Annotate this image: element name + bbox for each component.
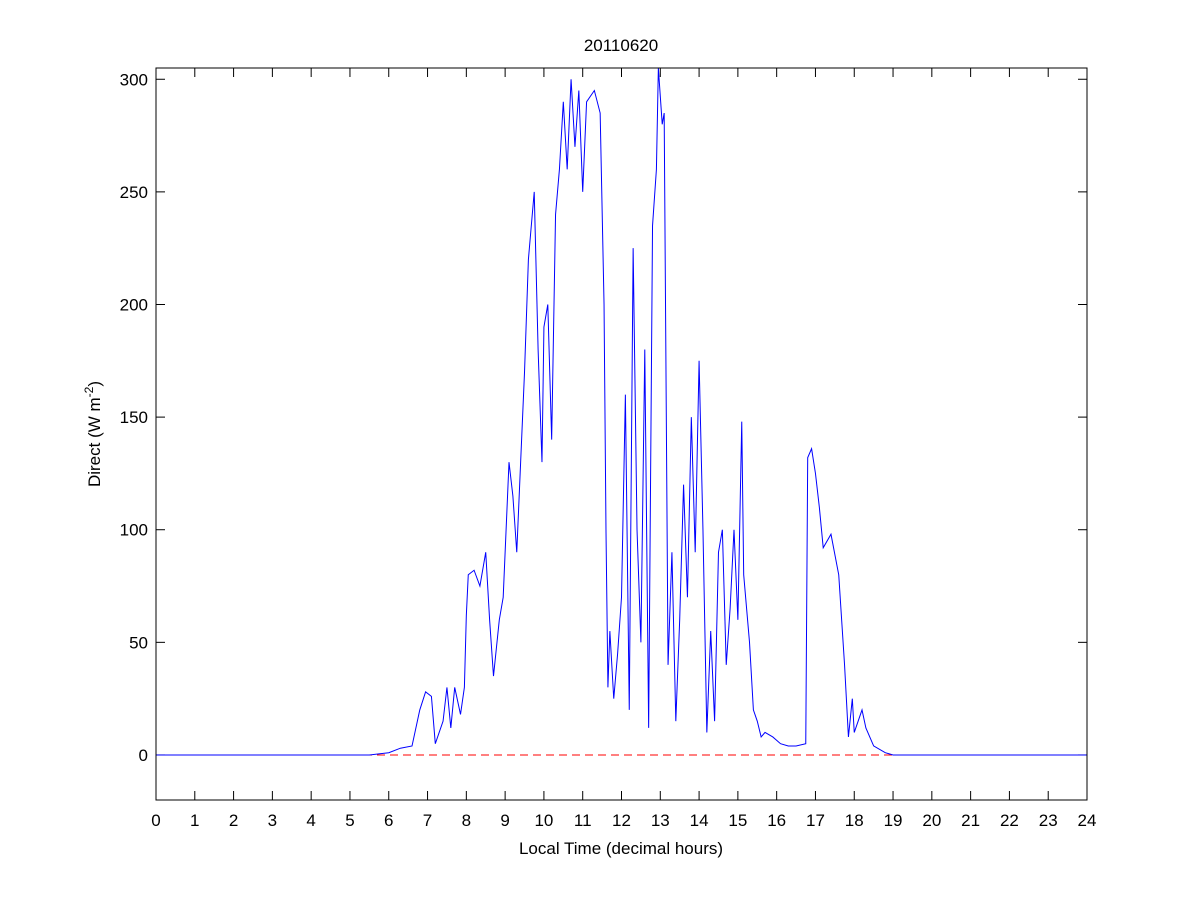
x-tick-label: 9 xyxy=(500,811,509,830)
x-tick-label: 24 xyxy=(1078,811,1097,830)
x-tick-label: 22 xyxy=(1000,811,1019,830)
x-tick-label: 17 xyxy=(806,811,825,830)
y-tick-label: 0 xyxy=(139,746,148,765)
x-tick-label: 23 xyxy=(1039,811,1058,830)
y-axis-label-superscript: -2 xyxy=(82,386,96,397)
x-tick-label: 8 xyxy=(462,811,471,830)
chart-title: 20110620 xyxy=(584,36,658,55)
x-tick-label: 7 xyxy=(423,811,432,830)
y-axis-label-text: ) xyxy=(85,381,104,387)
x-tick-label: 14 xyxy=(690,811,709,830)
plot-frame xyxy=(155,67,1088,801)
x-tick-label: 15 xyxy=(728,811,747,830)
x-tick-label: 10 xyxy=(534,811,553,830)
x-tick-label: 0 xyxy=(151,811,160,830)
x-tick-label: 20 xyxy=(922,811,941,830)
y-tick-label: 50 xyxy=(129,633,148,652)
x-tick-label: 16 xyxy=(767,811,786,830)
x-tick-label: 21 xyxy=(961,811,980,830)
y-tick-label: 100 xyxy=(120,521,148,540)
x-tick-label: 19 xyxy=(884,811,903,830)
x-tick-label: 1 xyxy=(190,811,199,830)
y-tick-label: 300 xyxy=(120,70,148,89)
x-tick-label: 4 xyxy=(306,811,315,830)
y-axis-label-text: Direct (W m xyxy=(85,397,104,487)
y-tick-label: 250 xyxy=(120,183,148,202)
data-line xyxy=(156,67,1087,756)
x-tick-label: 11 xyxy=(574,811,592,830)
x-tick-label: 12 xyxy=(612,811,631,830)
x-tick-label: 13 xyxy=(651,811,670,830)
x-tick-label: 2 xyxy=(229,811,238,830)
x-axis-label: Local Time (decimal hours) xyxy=(519,839,723,858)
y-axis-label: Direct (W m-2) xyxy=(82,381,104,487)
x-tick-label: 5 xyxy=(345,811,354,830)
y-tick-label: 150 xyxy=(120,408,148,427)
x-tick-label: 3 xyxy=(268,811,277,830)
y-tick-label: 200 xyxy=(120,295,148,314)
x-tick-label: 6 xyxy=(384,811,393,830)
x-tick-label: 18 xyxy=(845,811,864,830)
